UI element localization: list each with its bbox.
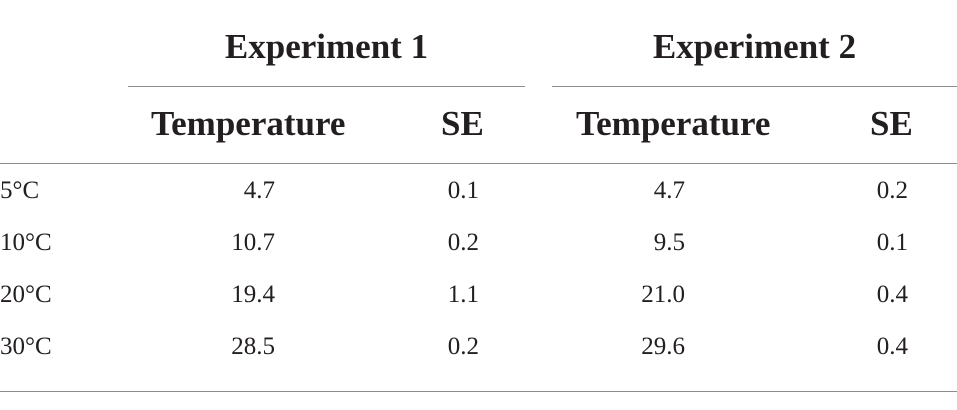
row-label: 20°C xyxy=(0,281,52,308)
cell-exp2-temperature: 21.0 xyxy=(641,281,685,308)
cell-exp1-temperature: 4.7 xyxy=(243,177,275,204)
group-rule-experiment-2 xyxy=(552,86,957,87)
row-label: 30°C xyxy=(0,333,52,360)
group-header-experiment-2: Experiment 2 xyxy=(652,27,857,66)
cell-exp1-se: 1.1 xyxy=(447,281,479,308)
cell-exp1-se: 0.2 xyxy=(447,229,479,256)
subheader-exp1-se: SE xyxy=(441,104,484,143)
cell-exp2-se: 0.4 xyxy=(876,333,908,360)
cell-exp1-temperature: 10.7 xyxy=(231,229,275,256)
subheader-exp2-se: SE xyxy=(870,104,913,143)
cell-exp2-se: 0.1 xyxy=(876,229,908,256)
bottom-rule xyxy=(0,391,957,392)
group-rule-experiment-1 xyxy=(128,86,525,87)
header-rule xyxy=(0,163,957,164)
row-label: 5°C xyxy=(0,177,40,204)
cell-exp1-se: 0.1 xyxy=(447,177,479,204)
cell-exp2-temperature: 29.6 xyxy=(641,333,685,360)
subheader-exp1-temperature: Temperature xyxy=(151,104,346,143)
cell-exp2-se: 0.4 xyxy=(876,281,908,308)
group-header-experiment-1: Experiment 1 xyxy=(224,27,429,66)
cell-exp2-temperature: 9.5 xyxy=(653,229,685,256)
cell-exp1-temperature: 28.5 xyxy=(231,333,275,360)
cell-exp1-se: 0.2 xyxy=(447,333,479,360)
cell-exp2-se: 0.2 xyxy=(876,177,908,204)
cell-exp1-temperature: 19.4 xyxy=(231,281,275,308)
subheader-exp2-temperature: Temperature xyxy=(576,104,771,143)
row-label: 10°C xyxy=(0,229,52,256)
cell-exp2-temperature: 4.7 xyxy=(653,177,685,204)
